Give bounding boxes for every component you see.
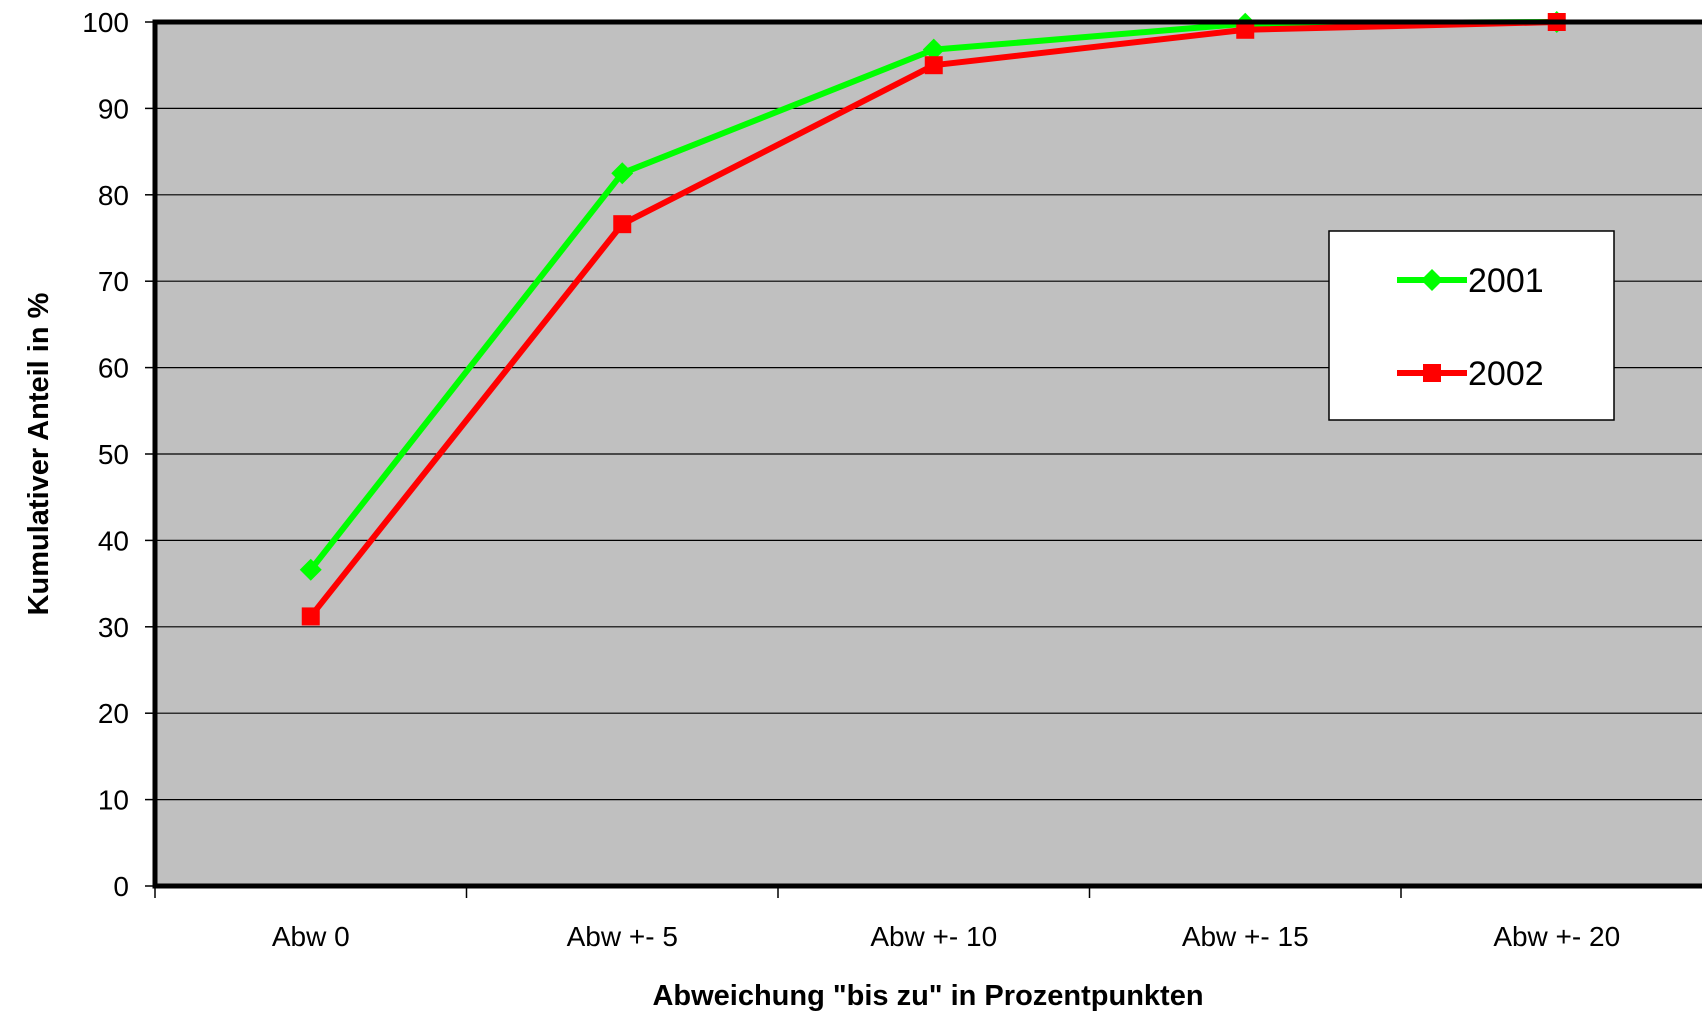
y-tick-label: 30 [98, 612, 129, 643]
legend-items: 2001 2002 [1397, 262, 1544, 393]
x-tick-label: Abw +- 20 [1493, 921, 1620, 952]
x-tick-label: Abw 0 [272, 921, 350, 952]
y-axis-ticks: 0 10 20 30 40 50 60 70 80 90 100 [82, 7, 155, 902]
legend-item: 2001 [1397, 262, 1544, 300]
y-tick-label: 50 [98, 439, 129, 470]
legend-box [1328, 230, 1615, 421]
plot-border [152, 19, 1702, 889]
x-axis-ticks: Abw 0 Abw +- 5 Abw +- 10 Abw +- 15 Abw +- 20 [154, 886, 1620, 952]
y-tick-label: 0 [113, 871, 129, 902]
y-tick-label: 90 [98, 93, 129, 124]
legend-label: 2002 [1468, 355, 1544, 393]
x-axis-title: Abweichung "bis zu" in Prozentpunkten [652, 980, 1203, 1012]
data-point-square [1423, 364, 1441, 382]
y-tick-label: 20 [98, 698, 129, 729]
data-point-square [1236, 20, 1255, 39]
legend-label: 2001 [1468, 262, 1544, 300]
y-tick-label: 40 [98, 525, 129, 556]
y-tick-label: 60 [98, 353, 129, 384]
data-point-square [924, 56, 943, 75]
y-tick-label: 80 [98, 180, 129, 211]
data-point-diamond [611, 162, 634, 185]
data-point-diamond [922, 38, 945, 61]
y-tick-label: 10 [98, 785, 129, 816]
x-tick-label: Abw +- 5 [567, 921, 678, 952]
data-point-diamond [1421, 269, 1443, 291]
legend-item: 2002 [1397, 355, 1544, 393]
y-tick-label: 100 [82, 7, 129, 38]
legend: 2001 2002 [1328, 230, 1615, 421]
y-tick-label: 70 [98, 266, 129, 297]
data-point-diamond [299, 558, 322, 581]
x-tick-label: Abw +- 10 [870, 921, 997, 952]
x-tick-label: Abw +- 15 [1182, 921, 1309, 952]
data-point-square [301, 607, 320, 626]
y-axis-title: Kumulativer Anteil in % [23, 292, 55, 615]
data-point-square [613, 215, 632, 234]
